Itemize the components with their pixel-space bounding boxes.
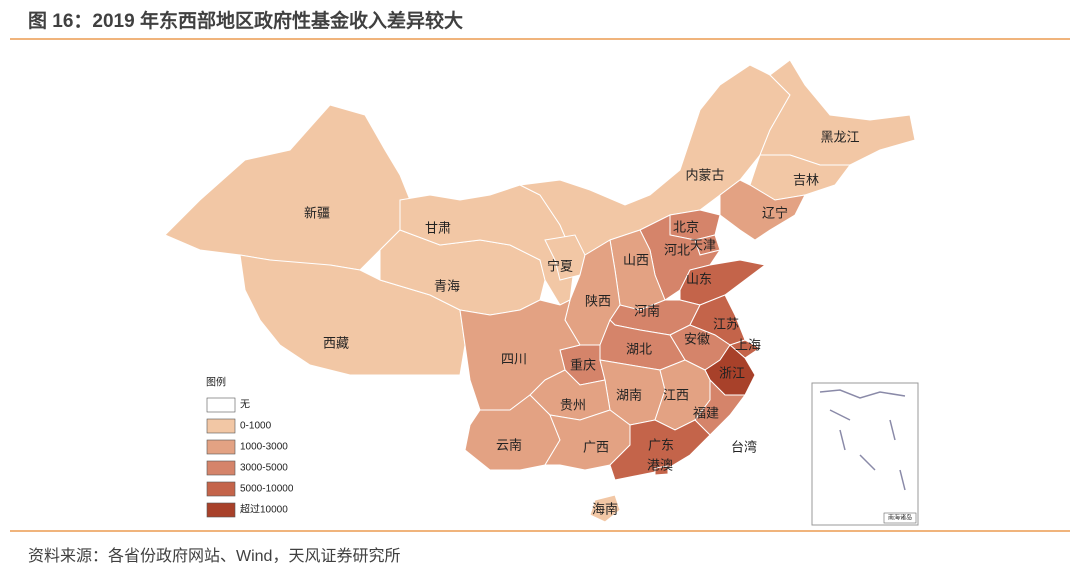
inset-label: 南海诸岛 <box>888 514 912 522</box>
province-label: 宁夏 <box>547 258 573 273</box>
province-label: 安徽 <box>684 331 710 346</box>
province <box>164 104 411 271</box>
province <box>239 254 466 376</box>
title: 图 16：2019 年东西部地区政府性基金收入差异较大 <box>28 11 463 32</box>
legend-swatch <box>206 481 236 497</box>
province-label: 甘肃 <box>425 220 451 235</box>
province <box>694 378 746 436</box>
province-label: 广西 <box>583 439 609 454</box>
province-label: 港澳 <box>647 457 673 472</box>
province-label: 海南 <box>592 501 618 516</box>
legend-swatch <box>206 418 236 434</box>
province-label: 黑龙江 <box>820 129 859 144</box>
province-label: 陕西 <box>585 293 611 308</box>
province <box>459 299 581 411</box>
province <box>739 424 761 471</box>
province <box>589 494 621 523</box>
legend-swatch <box>206 502 236 518</box>
province-label: 河北 <box>664 242 690 257</box>
province-label: 云南 <box>496 437 522 452</box>
province-label: 浙江 <box>719 365 745 380</box>
province-label: 山东 <box>686 271 712 286</box>
legend-title: 图例 <box>206 376 226 389</box>
legend-label: 5000-10000 <box>240 484 294 495</box>
legend-label: 0-1000 <box>240 421 272 432</box>
inset-label-box <box>883 512 917 524</box>
province-label: 内蒙古 <box>685 167 724 182</box>
province-label: 上海 <box>735 337 761 352</box>
province-label: 台湾 <box>731 439 757 454</box>
province-label: 天津 <box>690 237 716 252</box>
province-label: 新疆 <box>304 205 330 220</box>
province-label: 湖南 <box>616 387 642 402</box>
province <box>609 419 711 481</box>
province <box>654 465 669 476</box>
province-label: 山西 <box>623 252 649 267</box>
province-label: 江西 <box>663 387 689 402</box>
inset: 南海诸岛 <box>811 382 919 526</box>
legend-label: 超过10000 <box>240 503 288 516</box>
province-label: 湖北 <box>626 341 652 356</box>
province-label: 青海 <box>434 278 460 293</box>
province <box>719 179 806 241</box>
province-label: 江苏 <box>713 316 739 331</box>
province-label: 重庆 <box>570 357 596 372</box>
province-label: 河南 <box>634 303 660 318</box>
legend: 图例 无 0-1000 1000-3000 3000-5000 5000-10000 超过… <box>206 376 294 518</box>
legend-label: 无 <box>240 400 250 411</box>
inset-islands <box>819 389 906 491</box>
province-label: 辽宁 <box>762 205 788 220</box>
legend-label: 3000-5000 <box>240 463 288 474</box>
province-label: 北京 <box>673 219 699 234</box>
legend-swatch <box>206 397 236 413</box>
legend-swatch <box>206 439 236 455</box>
province-label: 吉林 <box>793 172 819 187</box>
source: 资料来源：各省份政府网站、Wind，天风证券研究所 <box>28 548 401 565</box>
province-label: 广东 <box>648 437 674 452</box>
province-label: 四川 <box>501 351 527 366</box>
province <box>679 259 767 306</box>
legend-label: 1000-3000 <box>240 442 288 453</box>
province-label: 贵州 <box>560 397 586 412</box>
provinces <box>164 59 916 523</box>
province-label: 西藏 <box>323 335 349 350</box>
province <box>759 59 916 166</box>
legend-swatch <box>206 460 236 476</box>
inset-frame <box>811 382 919 526</box>
province-label: 福建 <box>693 405 719 420</box>
